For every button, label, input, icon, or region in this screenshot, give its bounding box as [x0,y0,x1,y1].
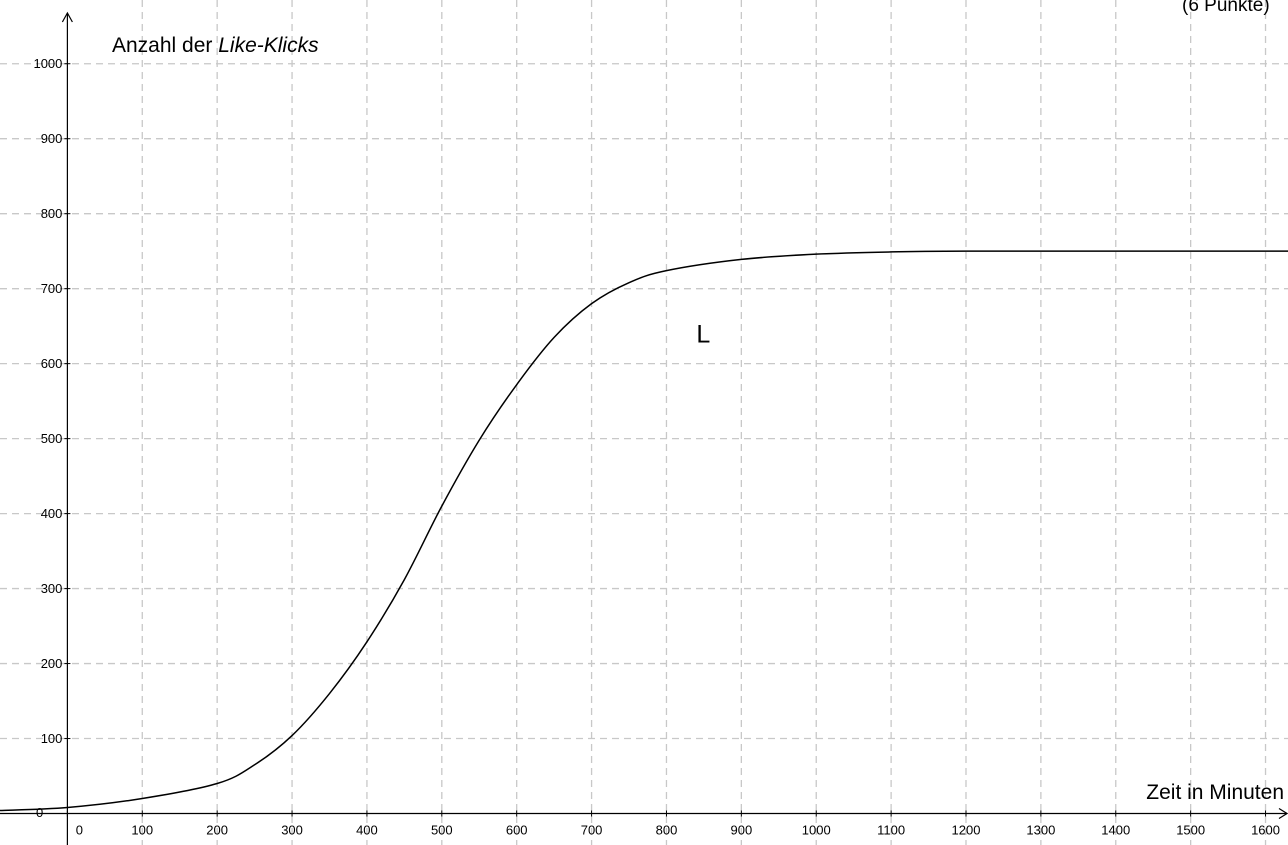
x-tick-label-100: 100 [131,823,153,838]
corner-note: (6 Punkte) [1182,0,1270,16]
y-tick-label-100: 100 [41,731,63,746]
x-tick-label-300: 300 [281,823,303,838]
series-line-l [0,250,1288,812]
x-tick-label-1500: 1500 [1176,823,1205,838]
tick-marks [64,63,1267,817]
y-tick-label-800: 800 [41,206,63,221]
axes [0,11,1288,845]
y-axis-title-italic: Like-Klicks [218,34,319,57]
y-tick-label-500: 500 [41,431,63,446]
x-tick-label-1200: 1200 [952,823,981,838]
y-axis-title: Anzahl der Like-Klicks [112,34,319,57]
y-tick-label-300: 300 [41,581,63,596]
x-tick-label-800: 800 [656,823,678,838]
y-tick-label-900: 900 [41,131,63,146]
x-tick-label-1300: 1300 [1026,823,1055,838]
x-tick-label-600: 600 [506,823,528,838]
x-axis-arrow [1278,808,1288,820]
x-tick-label-700: 700 [581,823,603,838]
y-tick-label-1000: 1000 [33,56,62,71]
x-tick-label-1400: 1400 [1101,823,1130,838]
series-label-l: L [696,321,710,349]
x-tick-label-900: 900 [730,823,752,838]
x-tick-label-400: 400 [356,823,378,838]
x-tick-label-1600: 1600 [1251,823,1280,838]
x-tick-label-1100: 1100 [877,823,905,838]
x-tick-label-1000: 1000 [802,823,831,838]
y-axis-arrow [61,11,73,23]
y-tick-label-700: 700 [41,281,63,296]
x-axis-title: Zeit in Minuten [1146,781,1284,804]
y-tick-label-200: 200 [41,656,63,671]
x-tick-label-200: 200 [206,823,228,838]
y-axis-title-prefix: Anzahl der [112,34,218,57]
tick-labels: 0 100 200 300 400 500 600 700 800 900 1000 1100 1200… [33,56,1280,837]
y-tick-label-600: 600 [41,356,63,371]
x-tick-label-0: 0 [76,823,83,838]
origin-label: 0 [36,805,43,820]
x-tick-label-500: 500 [431,823,453,838]
y-tick-label-400: 400 [41,506,63,521]
